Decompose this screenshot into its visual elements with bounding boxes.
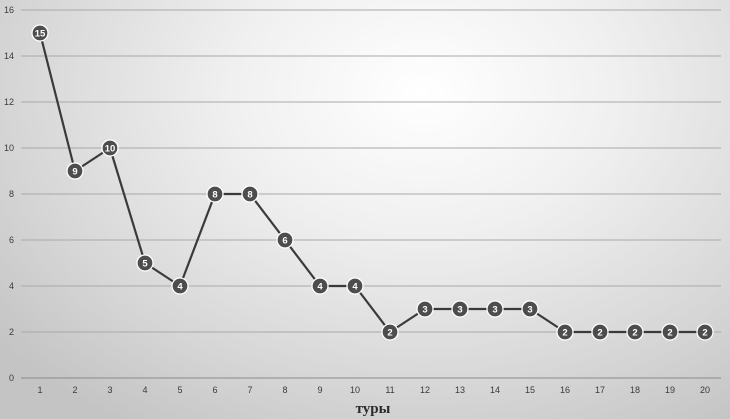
data-point-5 [171, 277, 189, 295]
y-tick-label-10: 10 [4, 143, 14, 153]
x-tick-label-18: 18 [630, 385, 640, 395]
data-point-18 [626, 323, 644, 341]
y-tick-label-16: 16 [4, 5, 14, 15]
data-label-10: 4 [352, 281, 358, 292]
x-axis-ticks: 1 2 3 4 5 6 7 8 9 10 11 12 13 14 15 16 17 18 19 20 [37, 385, 710, 395]
x-tick-label-5: 5 [177, 385, 182, 395]
x-axis-title: туры [356, 401, 391, 417]
series: 15 9 10 5 4 8 8 6 4 4 2 3 3 3 3 2 2 2 2 2 [31, 24, 714, 341]
data-label-20: 2 [702, 327, 707, 338]
data-point-6 [206, 185, 224, 203]
x-tick-label-11: 11 [385, 385, 394, 395]
data-point-4 [136, 254, 154, 272]
data-point-11 [381, 323, 399, 341]
grid [21, 9, 721, 379]
data-label-1: 15 [35, 28, 46, 39]
x-tick-label-17: 17 [595, 385, 605, 395]
data-point-15 [521, 300, 539, 318]
data-point-16 [556, 323, 574, 341]
x-tick-label-1: 1 [37, 385, 42, 395]
data-label-18: 2 [632, 327, 637, 338]
y-tick-label-0: 0 [9, 373, 14, 383]
data-label-16: 2 [562, 327, 567, 338]
data-label-13: 3 [457, 304, 462, 315]
x-tick-label-8: 8 [282, 385, 287, 395]
x-tick-label-12: 12 [420, 385, 430, 395]
x-tick-label-7: 7 [247, 385, 252, 395]
y-tick-label-6: 6 [9, 235, 14, 245]
x-tick-label-9: 9 [317, 385, 322, 395]
data-label-17: 2 [597, 327, 602, 338]
data-point-20 [696, 323, 714, 341]
y-tick-label-4: 4 [9, 281, 14, 291]
data-point-1 [31, 24, 49, 42]
x-tick-label-2: 2 [72, 385, 77, 395]
data-point-3 [101, 139, 119, 157]
data-point-7 [241, 185, 259, 203]
y-axis-ticks: 0 2 4 6 8 10 12 14 16 [4, 5, 14, 383]
data-label-4: 5 [142, 258, 148, 269]
y-tick-label-8: 8 [9, 189, 14, 199]
data-label-2: 9 [72, 166, 77, 177]
data-point-17 [591, 323, 609, 341]
x-tick-label-16: 16 [560, 385, 570, 395]
data-label-19: 2 [667, 327, 672, 338]
y-tick-label-2: 2 [9, 327, 14, 337]
data-label-3: 10 [105, 143, 116, 154]
y-tick-label-12: 12 [4, 97, 14, 107]
data-label-9: 4 [317, 281, 323, 292]
data-label-12: 3 [422, 304, 427, 315]
data-label-8: 6 [282, 235, 287, 246]
data-point-19 [661, 323, 679, 341]
series-line-0 [38, 32, 705, 334]
data-point-14 [486, 300, 504, 318]
data-point-2 [66, 162, 84, 180]
x-tick-label-20: 20 [700, 385, 710, 395]
y-tick-label-14: 14 [4, 51, 14, 61]
data-label-14: 3 [492, 304, 497, 315]
data-label-11: 2 [387, 327, 392, 338]
x-tick-label-3: 3 [107, 385, 112, 395]
x-tick-label-6: 6 [212, 385, 217, 395]
data-label-7: 8 [247, 189, 252, 200]
data-label-15: 3 [527, 304, 532, 315]
data-point-8 [276, 231, 294, 249]
x-tick-label-14: 14 [490, 385, 500, 395]
data-point-10 [346, 277, 364, 295]
data-point-9 [311, 277, 329, 295]
data-label-5: 4 [177, 281, 183, 292]
x-tick-label-10: 10 [350, 385, 360, 395]
data-label-6: 8 [212, 189, 217, 200]
x-tick-label-15: 15 [525, 385, 535, 395]
data-point-12 [416, 300, 434, 318]
x-tick-label-13: 13 [455, 385, 465, 395]
data-point-13 [451, 300, 469, 318]
x-tick-label-19: 19 [665, 385, 675, 395]
x-tick-label-4: 4 [142, 385, 147, 395]
